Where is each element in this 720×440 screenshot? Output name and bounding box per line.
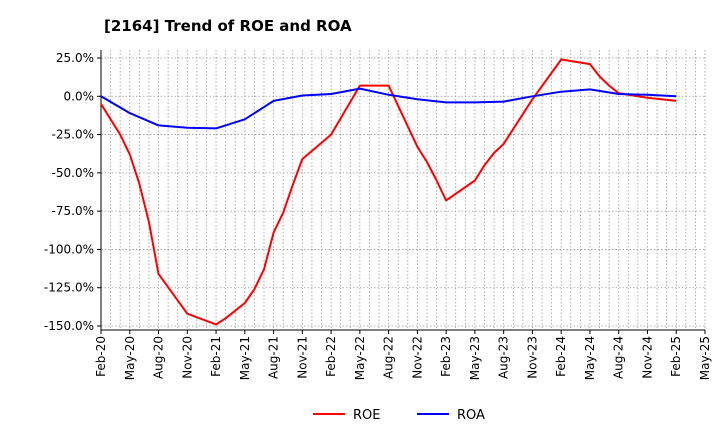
x-tick-label: Feb-22 [324, 336, 338, 377]
y-tick-label: -75.0% [52, 204, 94, 218]
x-tick-label: Aug-23 [497, 336, 511, 379]
x-tick-label: May-25 [698, 336, 712, 380]
x-tick-label: Feb-20 [94, 336, 108, 377]
grid-lines [100, 50, 706, 330]
legend-label-roe: ROE [353, 408, 380, 423]
x-tick-label: Aug-24 [612, 336, 626, 379]
x-tick-label: Aug-21 [267, 336, 281, 379]
x-tick-label: Aug-22 [382, 336, 396, 379]
x-tick-label: Nov-24 [640, 336, 654, 379]
x-tick-label: Feb-25 [669, 336, 683, 377]
legend-label-roa: ROA [457, 408, 485, 423]
x-axis-ticks: Feb-20 May-20 Aug-20 Nov-20 Feb-21 May-21 Aug-… [94, 330, 712, 380]
y-tick-label: -50.0% [52, 166, 94, 180]
x-tick-label: Feb-21 [209, 336, 223, 377]
x-tick-label: Aug-20 [152, 336, 166, 379]
x-tick-label: May-20 [123, 336, 137, 380]
y-tick-label: 25.0% [56, 51, 94, 65]
legend: ROE ROA [313, 408, 485, 423]
x-tick-label: May-23 [468, 336, 482, 380]
series-lines [100, 58, 677, 326]
x-tick-label: May-22 [353, 336, 367, 380]
y-tick-label: -125.0% [44, 281, 94, 295]
y-tick-label: 0.0% [64, 89, 95, 103]
x-tick-label: Nov-21 [295, 336, 309, 379]
x-tick-label: Feb-24 [554, 336, 568, 377]
series-line-roa [100, 87, 677, 130]
y-axis-ticks: 25.0% 0.0% -25.0% -50.0% -75.0% -100.0% -125.0… [44, 51, 101, 333]
x-tick-label: Feb-23 [439, 336, 453, 377]
y-tick-label: -150.0% [44, 319, 94, 333]
series-line-roe [100, 58, 677, 326]
x-tick-label: Nov-23 [525, 336, 539, 379]
x-tick-label: May-21 [238, 336, 252, 380]
chart-title: [2164] Trend of ROE and ROA [104, 17, 352, 35]
x-tick-label: May-24 [583, 336, 597, 380]
y-tick-label: -100.0% [44, 242, 94, 256]
x-tick-label: Nov-22 [410, 336, 424, 379]
x-tick-label: Nov-20 [180, 336, 194, 379]
y-tick-label: -25.0% [52, 128, 94, 142]
